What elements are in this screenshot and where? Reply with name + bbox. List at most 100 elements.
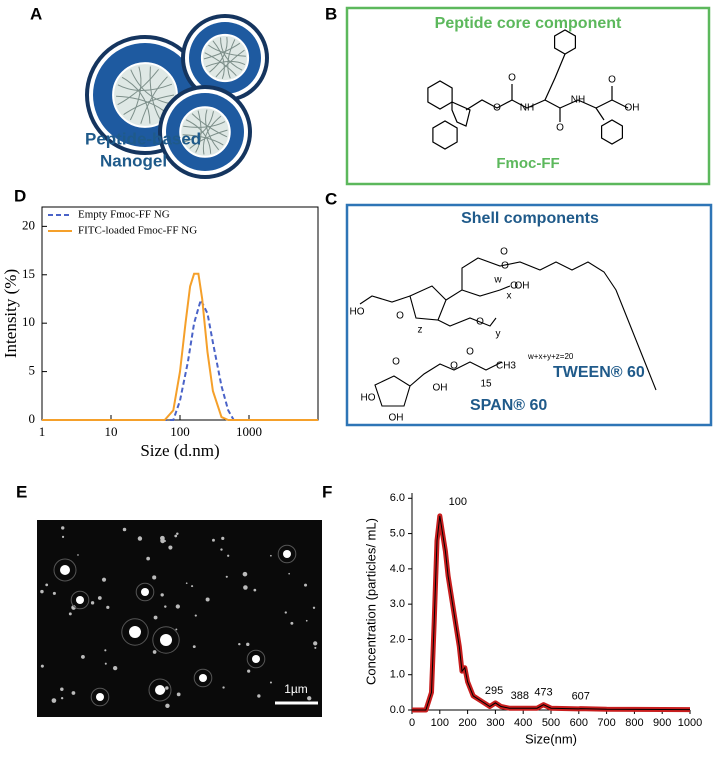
compound-name: SPAN® 60 — [470, 397, 547, 414]
atom-label: HO — [350, 307, 365, 318]
atom-label: w — [493, 275, 502, 286]
spot — [176, 532, 179, 536]
mesh — [205, 109, 220, 151]
atom-label: HO — [361, 393, 376, 404]
halo — [148, 678, 172, 702]
spot — [40, 589, 44, 594]
halo — [135, 582, 155, 602]
x-tick-label: 900 — [653, 717, 671, 729]
spot — [313, 641, 318, 646]
spot — [175, 604, 180, 609]
spot — [290, 621, 294, 625]
spot — [71, 605, 76, 610]
bond — [461, 285, 511, 297]
bond — [445, 257, 657, 391]
atom-label: O — [493, 103, 501, 114]
plot-frame — [41, 206, 319, 421]
legend-label: Empty Fmoc-FF NG — [78, 209, 170, 221]
x-tick-label: 400 — [514, 717, 532, 729]
spot — [165, 686, 169, 690]
bond — [409, 361, 503, 387]
y-tick-label: 0 — [29, 411, 36, 426]
peak-label: 295 — [485, 685, 503, 697]
y-tick-label: 10 — [22, 314, 35, 329]
spot — [152, 650, 157, 654]
ring — [451, 101, 471, 127]
spot — [222, 686, 225, 689]
y-tick-label: 5 — [29, 363, 36, 378]
halo — [193, 668, 213, 688]
ring — [553, 29, 577, 55]
spot — [60, 687, 64, 691]
spot — [174, 534, 178, 538]
spot — [60, 696, 64, 700]
spot — [304, 583, 308, 587]
panel-label: C — [325, 189, 337, 208]
atom-label: O — [396, 311, 404, 322]
data-line — [42, 272, 318, 421]
spot — [176, 692, 181, 697]
bond — [437, 317, 497, 327]
spot — [104, 649, 107, 652]
spot — [141, 588, 149, 596]
spot — [61, 535, 65, 538]
spot — [45, 583, 49, 587]
compound-name: TWEEN® 60 — [553, 364, 645, 381]
data-line — [412, 515, 691, 711]
x-tick-label: 0 — [409, 717, 415, 729]
mesh — [195, 110, 202, 153]
atom-label: O — [510, 281, 518, 292]
spot — [104, 662, 107, 665]
spot — [247, 669, 251, 673]
mesh — [123, 94, 175, 116]
x-tick-label: 200 — [458, 717, 476, 729]
mesh — [209, 37, 228, 73]
x-tick-label: 1000 — [678, 717, 702, 729]
bond — [544, 53, 566, 101]
spot — [60, 565, 70, 575]
spot — [269, 681, 272, 684]
mesh — [140, 76, 168, 124]
spot — [252, 655, 260, 663]
spot — [194, 614, 197, 617]
atom-label: O — [392, 357, 400, 368]
spot — [168, 545, 173, 550]
scale-label: 1µm — [284, 682, 308, 696]
mesh — [227, 39, 236, 79]
spot — [192, 645, 196, 649]
spot — [305, 619, 308, 622]
spot — [227, 554, 230, 557]
spot — [284, 611, 287, 614]
peak-label: 388 — [511, 690, 529, 702]
ring — [600, 119, 624, 145]
y-tick-label: 15 — [22, 266, 35, 281]
spot — [160, 634, 172, 646]
atom-label: O — [608, 75, 616, 86]
x-tick-label: 600 — [570, 717, 588, 729]
x-tick-label: 10 — [105, 424, 118, 439]
spot — [257, 694, 261, 698]
bond — [465, 99, 629, 111]
panel-label: A — [30, 4, 42, 23]
mesh — [212, 40, 225, 80]
spot — [76, 596, 84, 604]
structure: O O NH O NH O OH — [427, 29, 640, 150]
panel-label: B — [325, 4, 337, 23]
mesh — [191, 113, 228, 138]
micrograph — [37, 520, 322, 717]
spot — [129, 626, 141, 638]
ring — [409, 285, 447, 321]
halo — [121, 618, 149, 646]
y-axis-label: Concentration (particles/ mL) — [363, 518, 378, 685]
halo — [277, 544, 297, 564]
caption: Nanogel — [100, 151, 167, 170]
x-axis-label: Size (d.nm) — [140, 441, 219, 460]
spot — [137, 536, 143, 541]
x-tick-label: 800 — [625, 717, 643, 729]
panel-label: F — [322, 482, 332, 501]
halo — [53, 558, 77, 582]
atom-label: OH — [625, 103, 640, 114]
atom-label: O — [500, 247, 508, 258]
